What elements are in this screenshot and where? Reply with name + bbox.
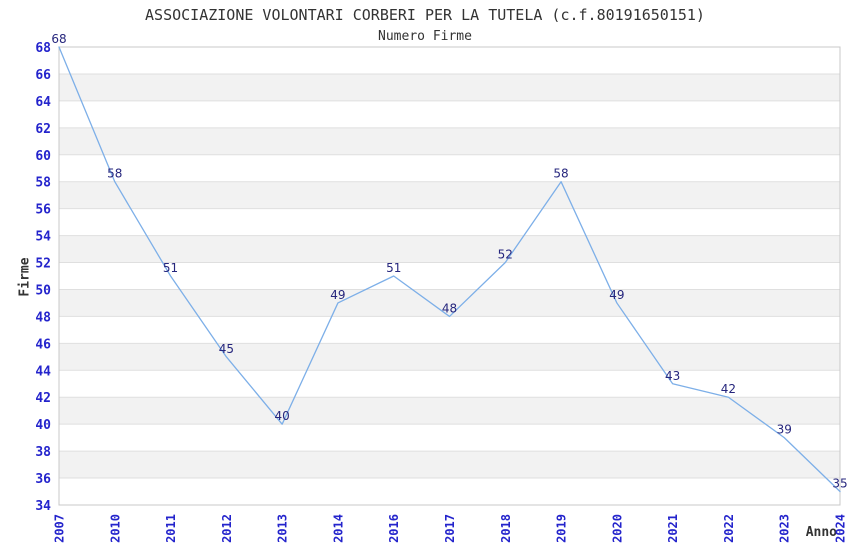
y-tick-label: 60: [35, 149, 51, 164]
grid-band: [59, 127, 840, 155]
x-tick-label: 2011: [164, 514, 178, 543]
point-label: 51: [163, 261, 178, 275]
point-label: 58: [107, 167, 122, 181]
point-label: 43: [665, 369, 680, 383]
point-label: 52: [498, 248, 513, 262]
y-tick-label: 54: [35, 230, 51, 245]
y-tick-label: 48: [35, 310, 51, 325]
chart-title: ASSOCIAZIONE VOLONTARI CORBERI PER LA TU…: [145, 6, 705, 24]
point-label: 48: [442, 301, 457, 315]
y-tick-label: 62: [35, 122, 51, 137]
x-tick-label: 2010: [108, 514, 122, 543]
plot-border: [58, 46, 841, 506]
x-tick-label: 2014: [331, 514, 345, 543]
y-tick-label: 66: [35, 68, 51, 83]
x-tick-label: 2021: [666, 514, 680, 543]
y-tick-label: 56: [35, 203, 51, 218]
point-label: 39: [777, 423, 792, 437]
point-label: 35: [832, 477, 847, 491]
y-tick-label: 64: [35, 95, 51, 110]
y-tick-label: 50: [35, 283, 51, 298]
point-label: 68: [51, 32, 66, 46]
x-tick-label: 2024: [834, 514, 848, 543]
y-tick-label: 58: [35, 176, 51, 191]
x-tick-label: 2017: [443, 514, 457, 543]
x-tick-label: 2016: [387, 514, 401, 543]
y-tick-label: 42: [35, 391, 51, 406]
y-tick-label: 46: [35, 337, 51, 352]
y-tick-label: 36: [35, 472, 51, 487]
point-label: 58: [553, 167, 568, 181]
x-tick-label: 2020: [610, 514, 624, 543]
y-tick-label: 34: [35, 499, 51, 514]
x-axis-label: Anno: [805, 525, 837, 540]
point-label: 42: [721, 382, 736, 396]
y-tick-label: 52: [35, 257, 51, 272]
point-label: 49: [330, 288, 345, 302]
grid-band: [59, 343, 840, 371]
x-tick-label: 2018: [499, 514, 513, 543]
y-tick-label: 40: [35, 418, 51, 433]
chart-subtitle: Numero Firme: [378, 29, 472, 44]
x-tick-label: 2007: [53, 514, 67, 543]
x-tick-label: 2013: [276, 514, 290, 543]
y-tick-label: 44: [35, 364, 51, 379]
point-label: 45: [219, 342, 234, 356]
data-line: [58, 46, 841, 493]
grid-band: [59, 451, 840, 479]
y-tick-label: 68: [35, 41, 51, 56]
x-tick-label: 2012: [220, 514, 234, 543]
x-tick-label: 2019: [555, 514, 569, 543]
grid-band: [59, 235, 840, 263]
grid-band: [59, 73, 840, 101]
x-tick-label: 2023: [778, 514, 792, 543]
point-label: 40: [275, 409, 290, 423]
point-label: 51: [386, 261, 401, 275]
x-tick-label: 2022: [722, 514, 736, 543]
point-label: 49: [609, 288, 624, 302]
y-tick-label: 38: [35, 445, 51, 460]
grid-band: [59, 397, 840, 425]
grid-band: [59, 181, 840, 209]
